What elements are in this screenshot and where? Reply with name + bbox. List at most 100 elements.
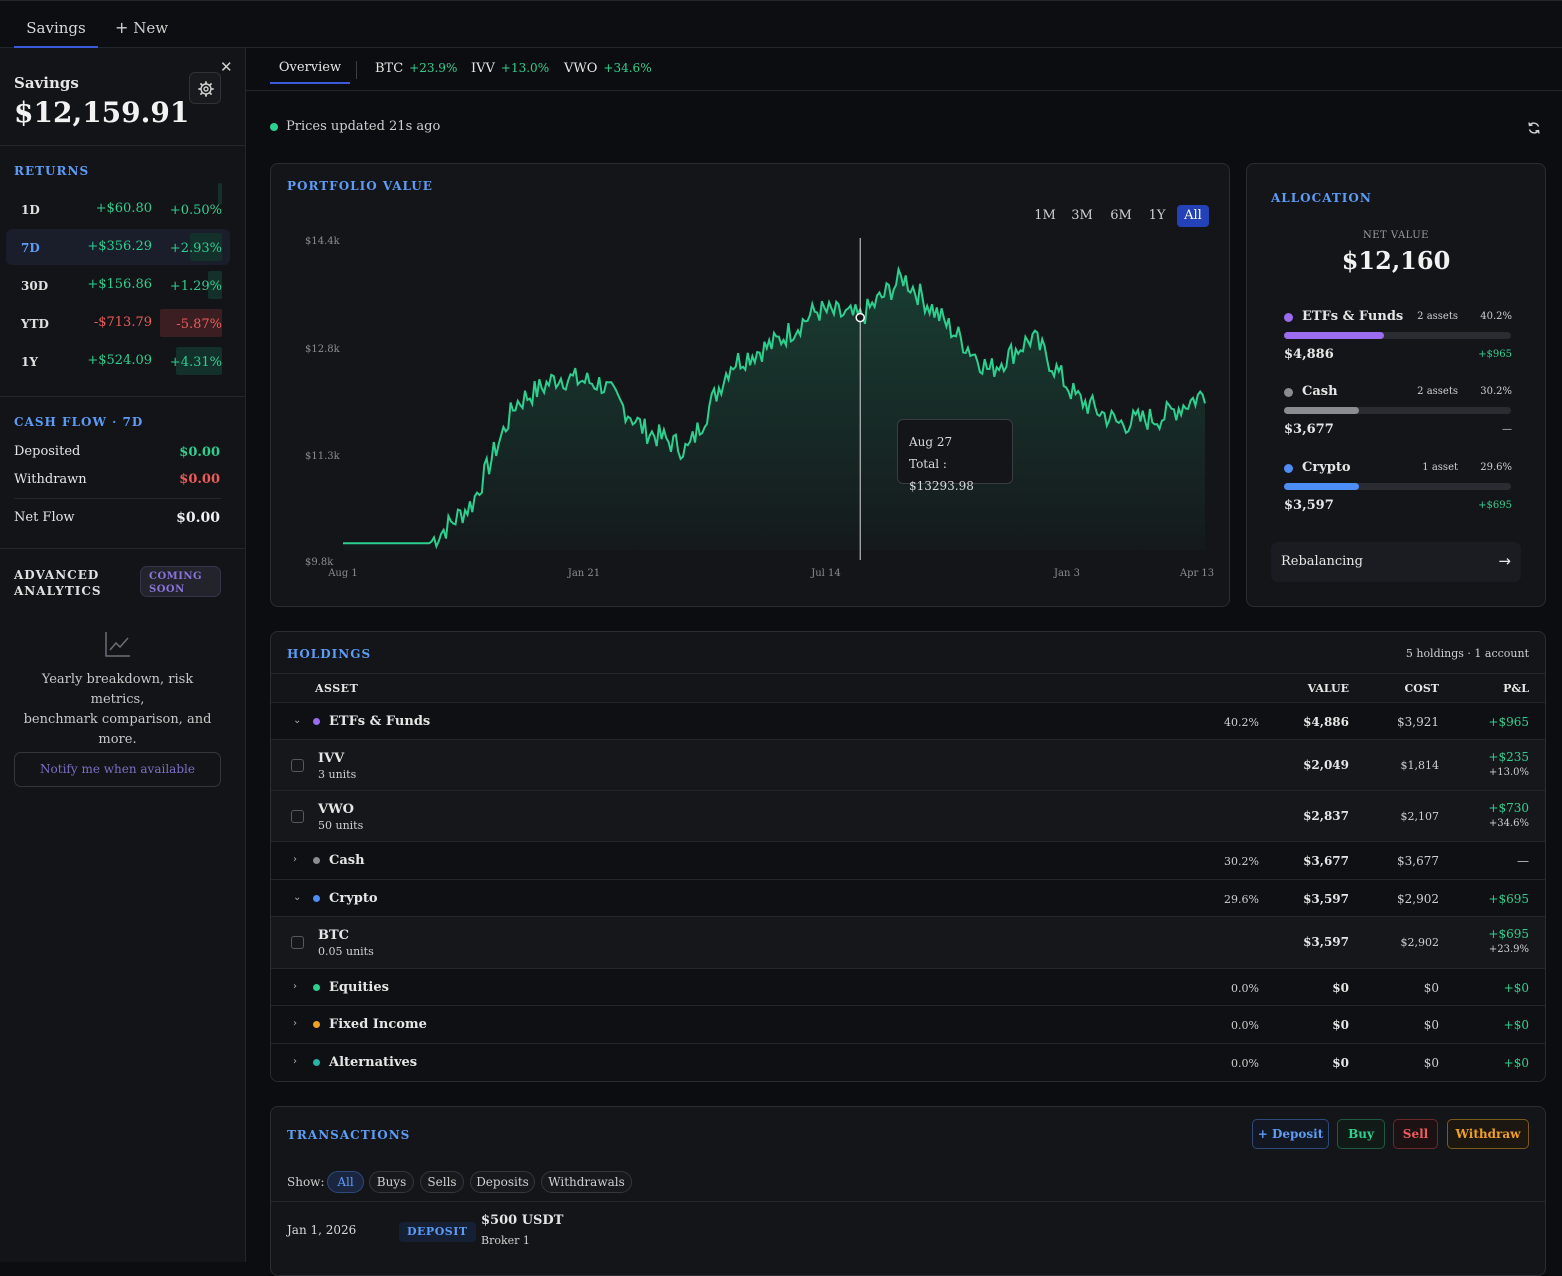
asset-value: $3,597: [1303, 935, 1349, 949]
asset-cost: $2,902: [1400, 936, 1440, 949]
transactions-title: TRANSACTIONS: [287, 1128, 411, 1142]
asset-checkbox[interactable]: [291, 759, 304, 772]
holdings-group-row[interactable]: ⌄ Crypto 29.6% $3,597 $2,902 +$695: [271, 879, 1545, 916]
group-name: ETFs & Funds: [329, 714, 431, 729]
returns-row-1d[interactable]: 1D +$60.80 +0.50%: [6, 183, 230, 227]
returns-pct: +4.31%: [169, 355, 222, 370]
holdings-asset-row[interactable]: BTC 0.05 units $3,597 $2,902 +$695 +23.9%: [271, 916, 1545, 968]
holdings-group-row[interactable]: ⌄ ETFs & Funds 40.2% $4,886 $3,921 +$965: [271, 702, 1545, 739]
notify-button[interactable]: Notify me when available: [14, 752, 221, 787]
returns-amount: +$60.80: [95, 201, 152, 216]
chevron-right-icon[interactable]: ›: [293, 981, 297, 992]
allocation-bar-fill: [1284, 407, 1359, 414]
holdings-group-row[interactable]: › Equities 0.0% $0 $0 +$0: [271, 968, 1545, 1005]
asset-units: 3 units: [318, 768, 357, 781]
allocation-pnl: +$695: [1478, 500, 1512, 511]
returns-amount: +$156.86: [87, 277, 152, 292]
allocation-item-cash[interactable]: Cash 2 assets 30.2% $3,677 —: [1284, 384, 1512, 446]
range-1y-button[interactable]: 1Y: [1148, 208, 1166, 223]
tab-symbol: VWO: [564, 61, 598, 76]
asset-checkbox[interactable]: [291, 810, 304, 823]
coming-line1: COMING: [149, 571, 203, 582]
allocation-name: Crypto: [1302, 460, 1351, 475]
buy-button[interactable]: Buy: [1337, 1119, 1385, 1149]
settings-button[interactable]: [189, 72, 221, 104]
group-pct: 0.0%: [1231, 1019, 1259, 1032]
group-pnl: +$0: [1503, 1056, 1529, 1070]
returns-pct: +1.29%: [169, 279, 222, 294]
tab-savings[interactable]: Savings: [14, 1, 98, 48]
chevron-right-icon[interactable]: ›: [293, 1056, 297, 1067]
chevron-right-icon[interactable]: ›: [293, 1018, 297, 1029]
asset-cost: $2,107: [1400, 810, 1440, 823]
group-name: Alternatives: [329, 1055, 418, 1070]
group-value: $0: [1332, 1018, 1349, 1032]
returns-amount: +$356.29: [87, 239, 152, 254]
chevron-down-icon[interactable]: ⌄: [293, 715, 302, 726]
returns-pct-bar: [190, 233, 222, 261]
deposit-button[interactable]: + Deposit: [1252, 1119, 1329, 1149]
tab-vwo[interactable]: VWO +34.6%: [564, 61, 652, 76]
tab-ivv[interactable]: IVV +13.0%: [471, 61, 549, 76]
allocation-item-crypto[interactable]: Crypto 1 asset 29.6% $3,597 +$695: [1284, 460, 1512, 522]
tab-overview[interactable]: Overview: [270, 48, 350, 84]
filter-sells[interactable]: Sells: [420, 1171, 464, 1193]
group-pct: 0.0%: [1231, 1057, 1259, 1070]
holdings-asset-row[interactable]: IVV 3 units $2,049 $1,814 +$235 +13.0%: [271, 739, 1545, 790]
allocation-assets: 2 assets: [1417, 311, 1458, 322]
returns-period: 1Y: [21, 355, 38, 369]
allocation-value: $4,886: [1284, 347, 1334, 362]
transaction-row[interactable]: Jan 1, 2026 DEPOSIT $500 USDT Broker 1: [271, 1202, 1545, 1262]
range-1m-button[interactable]: 1M: [1034, 208, 1056, 223]
withdraw-button[interactable]: Withdraw: [1447, 1119, 1529, 1149]
range-3m-button[interactable]: 3M: [1071, 208, 1093, 223]
transactions-card: TRANSACTIONS + Deposit Buy Sell Withdraw…: [270, 1106, 1546, 1276]
tab-btc[interactable]: BTC +23.9%: [375, 61, 457, 76]
group-value: $4,886: [1303, 715, 1349, 729]
rebalancing-button[interactable]: Rebalancing →: [1271, 542, 1521, 582]
holdings-group-row[interactable]: › Alternatives 0.0% $0 $0 +$0: [271, 1043, 1545, 1081]
allocation-value: $3,677: [1284, 422, 1334, 437]
x-tick-label: Jul 14: [810, 568, 841, 579]
asset-tabs: Overview BTC +23.9% IVV +13.0% VWO +34.6%: [246, 48, 1562, 91]
group-dot: [313, 857, 320, 864]
holdings-group-row[interactable]: › Cash 30.2% $3,677 $3,677 —: [271, 841, 1545, 879]
sell-button[interactable]: Sell: [1393, 1119, 1438, 1149]
chevron-down-icon[interactable]: ⌄: [293, 892, 302, 903]
filter-withdrawals[interactable]: Withdrawals: [541, 1171, 632, 1193]
returns-row-ytd[interactable]: YTD -$713.79 -5.87%: [6, 305, 230, 341]
netflow-label: Net Flow: [14, 510, 75, 525]
asset-pnl: +$235: [1488, 750, 1529, 764]
close-icon[interactable]: ✕: [220, 58, 233, 76]
returns-row-30d[interactable]: 30D +$156.86 +1.29%: [6, 267, 230, 303]
filter-all[interactable]: All: [327, 1171, 364, 1193]
range-6m-button[interactable]: 6M: [1110, 208, 1132, 223]
holdings-asset-row[interactable]: VWO 50 units $2,837 $2,107 +$730 +34.6%: [271, 790, 1545, 841]
returns-row-7d[interactable]: 7D +$356.29 +2.93%: [6, 229, 230, 265]
filter-buys[interactable]: Buys: [369, 1171, 414, 1193]
group-dot: [313, 1059, 320, 1066]
returns-period: 1D: [21, 203, 40, 217]
returns-row-1y[interactable]: 1Y +$524.09 +4.31%: [6, 343, 230, 379]
holdings-title: HOLDINGS: [287, 647, 372, 661]
group-dot: [313, 895, 320, 902]
allocation-item-etfs-funds[interactable]: ETFs & Funds 2 assets 40.2% $4,886 +$965: [1284, 309, 1512, 371]
filter-deposits[interactable]: Deposits: [470, 1171, 535, 1193]
new-tab-button[interactable]: + New: [115, 1, 168, 48]
refresh-icon[interactable]: [1527, 121, 1541, 135]
chart-series-line: [343, 265, 1206, 550]
allocation-bar: [1284, 407, 1511, 414]
allocation-dot: [1284, 313, 1293, 322]
range-all-button[interactable]: All: [1177, 205, 1209, 227]
returns-pct-bar: [218, 183, 222, 205]
holdings-group-row[interactable]: › Fixed Income 0.0% $0 $0 +$0: [271, 1005, 1545, 1043]
group-pnl: +$0: [1503, 981, 1529, 995]
asset-checkbox[interactable]: [291, 936, 304, 949]
group-pnl: +$0: [1503, 1018, 1529, 1032]
chevron-right-icon[interactable]: ›: [293, 854, 297, 865]
group-cost: $0: [1423, 1018, 1439, 1032]
asset-value: $2,837: [1303, 809, 1349, 823]
group-cost: $0: [1423, 981, 1439, 995]
group-cost: $0: [1423, 1056, 1439, 1070]
